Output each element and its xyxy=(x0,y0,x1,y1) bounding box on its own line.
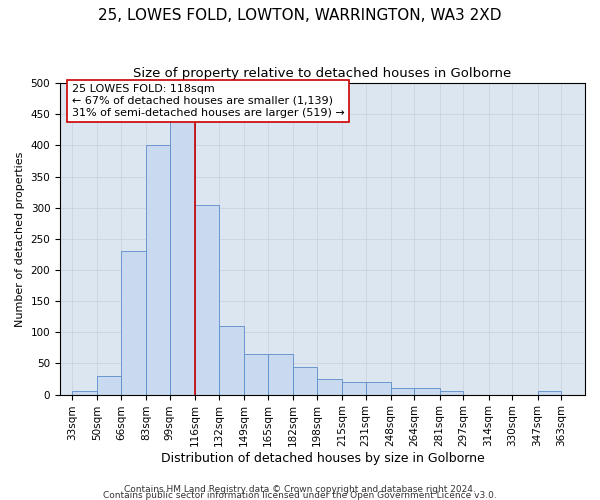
Text: 25, LOWES FOLD, LOWTON, WARRINGTON, WA3 2XD: 25, LOWES FOLD, LOWTON, WARRINGTON, WA3 … xyxy=(98,8,502,22)
X-axis label: Distribution of detached houses by size in Golborne: Distribution of detached houses by size … xyxy=(161,452,484,465)
Bar xyxy=(538,392,561,394)
Bar xyxy=(293,366,317,394)
Bar xyxy=(415,388,440,394)
Bar xyxy=(317,379,342,394)
Text: Contains public sector information licensed under the Open Government Licence v3: Contains public sector information licen… xyxy=(103,490,497,500)
Bar xyxy=(440,392,463,394)
Bar xyxy=(391,388,415,394)
Text: Contains HM Land Registry data © Crown copyright and database right 2024.: Contains HM Land Registry data © Crown c… xyxy=(124,484,476,494)
Text: 25 LOWES FOLD: 118sqm
← 67% of detached houses are smaller (1,139)
31% of semi-d: 25 LOWES FOLD: 118sqm ← 67% of detached … xyxy=(72,84,344,117)
Bar xyxy=(268,354,293,395)
Bar xyxy=(365,382,391,394)
Title: Size of property relative to detached houses in Golborne: Size of property relative to detached ho… xyxy=(133,68,512,80)
Bar xyxy=(219,326,244,394)
Bar xyxy=(195,204,219,394)
Bar xyxy=(342,382,365,394)
Bar xyxy=(72,392,97,394)
Bar xyxy=(97,376,121,394)
Bar xyxy=(170,108,195,395)
Bar xyxy=(244,354,268,395)
Bar xyxy=(146,146,170,394)
Y-axis label: Number of detached properties: Number of detached properties xyxy=(15,151,25,326)
Bar xyxy=(121,252,146,394)
